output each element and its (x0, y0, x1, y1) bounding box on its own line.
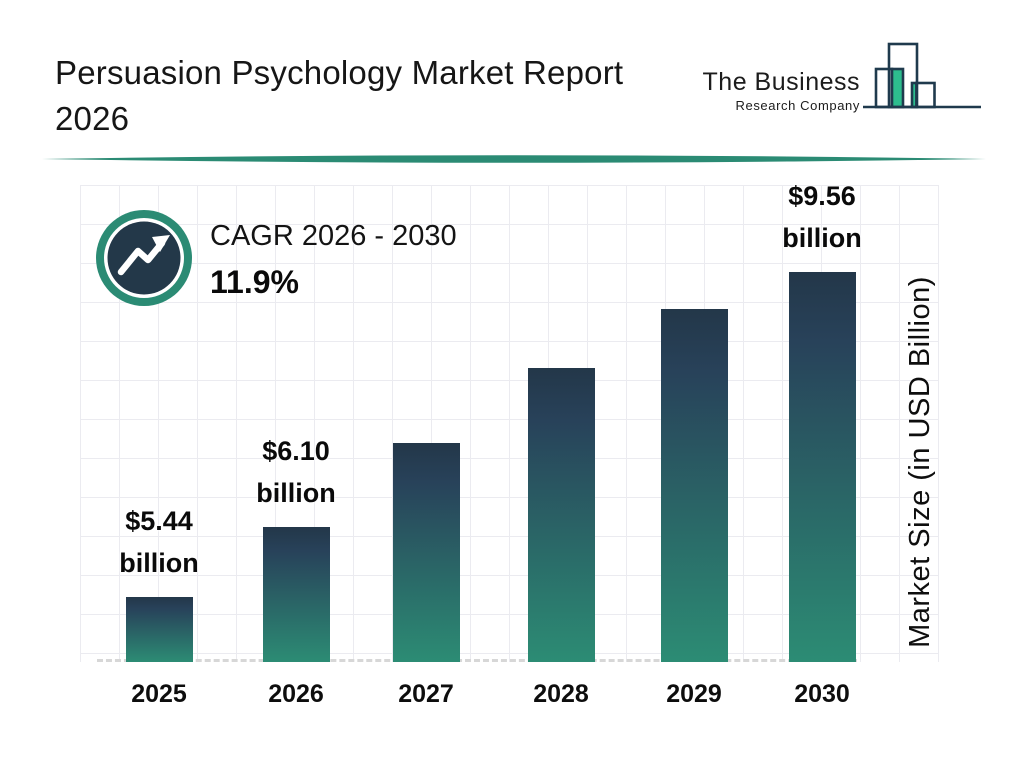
skyline-bars-logo-icon (863, 42, 981, 109)
bar-2029 (660, 309, 728, 662)
company-logo-text: The Business Research Company (703, 68, 860, 113)
x-axis-label-2025: 2025 (131, 680, 187, 708)
trending-up-icon (96, 210, 192, 306)
page-title-line1: Persuasion Psychology Market Report (55, 54, 624, 91)
cagr-period-label: CAGR 2026 - 2030 (210, 220, 457, 252)
x-axis-label-2028: 2028 (533, 680, 589, 708)
bar-2027 (392, 443, 460, 662)
bar-2028 (527, 368, 595, 662)
bar-2026 (262, 527, 330, 662)
company-subname: Research Company (735, 98, 860, 113)
cagr-value: 11.9% (210, 264, 299, 300)
bar-2025 (125, 597, 193, 662)
header-divider (42, 155, 986, 163)
bar-value-label-2030: $9.56 billion (782, 181, 862, 253)
bar-value-label-2025: $5.44 billion (119, 506, 199, 578)
company-logo: The Business Research Company (703, 36, 982, 120)
y-axis-label: Market Size (in USD Billion) (904, 276, 936, 648)
company-name: The Business (702, 68, 860, 96)
chart-baseline (97, 659, 857, 662)
bar-2030 (788, 272, 856, 662)
x-axis-label-2026: 2026 (268, 680, 324, 708)
x-axis-label-2027: 2027 (398, 680, 454, 708)
bar-value-label-2026: $6.10 billion (256, 436, 336, 508)
page-title: Persuasion Psychology Market Report 2026 (55, 50, 695, 142)
x-axis-label-2029: 2029 (666, 680, 722, 708)
x-axis-label-2030: 2030 (794, 680, 850, 708)
page-title-line2: 2026 (55, 100, 130, 137)
